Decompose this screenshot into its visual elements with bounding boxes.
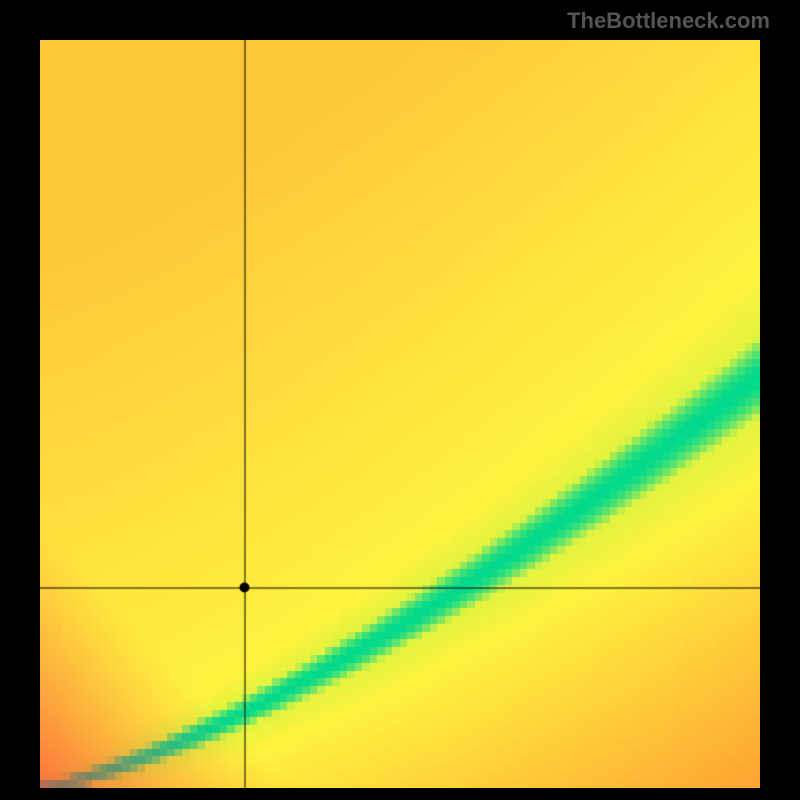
bottleneck-heatmap [40,40,760,788]
watermark-text: TheBottleneck.com [567,8,770,34]
